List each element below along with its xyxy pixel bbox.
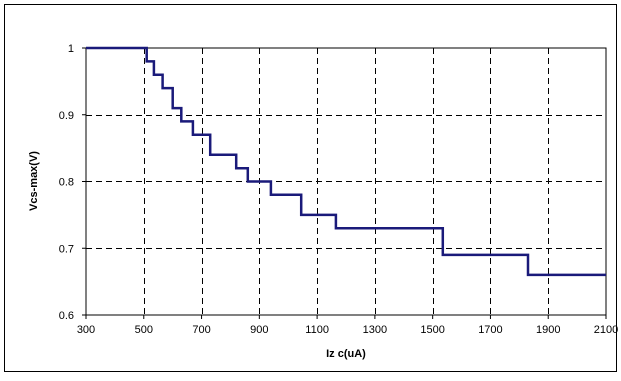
x-axis-title: Iz c(uA) (326, 348, 366, 360)
x-tick-label: 700 (192, 324, 210, 336)
x-tick-label: 500 (135, 324, 153, 336)
x-tick-label: 1300 (363, 324, 387, 336)
series-layer (86, 46, 606, 277)
series-line (86, 46, 606, 277)
x-tick-label: 1500 (420, 324, 444, 336)
y-tick-label: 0.8 (59, 177, 74, 189)
y-tick-label: 0.6 (59, 310, 74, 322)
x-axis-ticks: 300 500 700 900 1100 1300 1500 1700 1900 2100 (77, 315, 618, 336)
y-tick-label: 1 (68, 43, 74, 55)
y-axis-title: Vcs-max(V) (28, 151, 40, 211)
x-tick-label: 1900 (536, 324, 560, 336)
x-tick-label: 2100 (594, 324, 618, 336)
y-tick-label: 0.7 (59, 243, 74, 255)
y-axis-ticks: 0.6 0.7 0.8 0.9 1 (59, 43, 86, 322)
y-tick-label: 0.9 (59, 110, 74, 122)
x-tick-label: 900 (250, 324, 268, 336)
x-tick-label: 1700 (478, 324, 502, 336)
x-tick-label: 300 (77, 324, 95, 336)
x-tick-label: 1100 (305, 324, 329, 336)
